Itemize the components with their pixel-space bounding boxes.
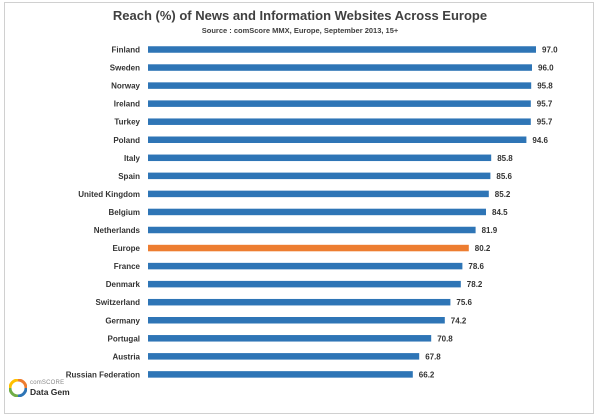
category-label-austria: Austria <box>112 352 140 361</box>
bar-france <box>148 262 463 270</box>
value-label-france: 78.6 <box>468 262 484 271</box>
value-label-norway: 95.8 <box>537 82 553 91</box>
bar-netherlands <box>148 226 476 234</box>
bar-turkey <box>148 118 531 125</box>
bar-belgium <box>148 208 486 216</box>
bar-europe <box>148 244 469 252</box>
value-label-belgium: 84.5 <box>492 208 508 217</box>
value-label-united-kingdom: 85.2 <box>495 190 511 199</box>
category-label-denmark: Denmark <box>106 280 141 289</box>
value-label-portugal: 70.8 <box>437 334 453 343</box>
bar-denmark <box>148 280 461 288</box>
category-label-russian-federation: Russian Federation <box>66 370 140 379</box>
value-label-netherlands: 81.9 <box>482 226 498 235</box>
category-label-spain: Spain <box>118 172 140 181</box>
category-label-sweden: Sweden <box>110 64 140 73</box>
bar-switzerland <box>148 298 451 306</box>
bar-finland <box>148 46 536 53</box>
category-label-france: France <box>114 262 141 271</box>
category-label-netherlands: Netherlands <box>94 226 141 235</box>
logo-product: Data Gem <box>30 387 70 397</box>
bar-austria <box>148 353 420 360</box>
bar-spain <box>148 172 491 180</box>
value-label-switzerland: 75.6 <box>456 298 472 307</box>
value-label-italy: 85.8 <box>497 154 513 163</box>
value-label-europe: 80.2 <box>475 244 491 253</box>
bar-norway <box>148 82 532 89</box>
bar-united-kingdom <box>148 190 489 198</box>
bar-italy <box>148 154 492 162</box>
value-label-germany: 74.2 <box>451 316 467 325</box>
value-label-austria: 67.8 <box>425 352 441 361</box>
value-label-spain: 85.6 <box>496 172 512 181</box>
bar-sweden <box>148 64 532 71</box>
value-label-ireland: 95.7 <box>537 100 553 109</box>
category-label-norway: Norway <box>111 82 140 91</box>
category-label-poland: Poland <box>113 136 140 145</box>
category-label-turkey: Turkey <box>114 118 140 127</box>
category-label-switzerland: Switzerland <box>96 298 141 307</box>
value-label-poland: 94.6 <box>532 136 548 145</box>
category-label-united-kingdom: United Kingdom <box>78 190 140 199</box>
category-label-europe: Europe <box>112 244 140 253</box>
category-label-ireland: Ireland <box>114 100 140 109</box>
bar-germany <box>148 317 445 324</box>
bar-portugal <box>148 335 432 342</box>
bar-ireland <box>148 100 531 107</box>
category-label-belgium: Belgium <box>108 208 140 217</box>
category-label-italy: Italy <box>124 154 141 163</box>
category-label-portugal: Portugal <box>108 334 140 343</box>
chart-subtitle: Source : comScore MMX, Europe, September… <box>201 26 399 35</box>
bar-russian-federation <box>148 371 413 378</box>
comscore-logo: comSCORE Data Gem <box>9 378 99 402</box>
category-label-finland: Finland <box>112 46 141 55</box>
value-label-turkey: 95.7 <box>537 118 553 127</box>
chart-title: Reach (%) of News and Information Websit… <box>112 8 488 23</box>
value-label-russian-federation: 66.2 <box>419 370 435 379</box>
value-label-finland: 97.0 <box>542 46 558 55</box>
bar-poland <box>148 136 527 143</box>
value-label-sweden: 96.0 <box>538 64 554 73</box>
logo-brand: comSCORE <box>30 380 65 386</box>
comscore-logo-icon <box>9 379 27 397</box>
value-label-denmark: 78.2 <box>467 280 483 289</box>
category-label-germany: Germany <box>105 316 140 325</box>
